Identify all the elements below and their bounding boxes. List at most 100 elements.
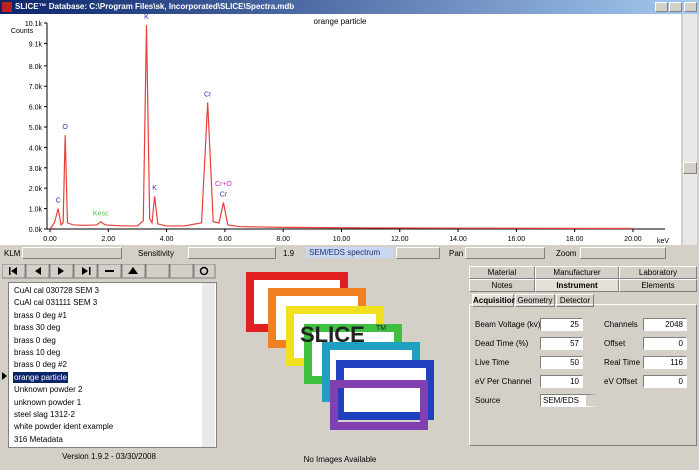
sensitivity-value: 1.9 — [283, 249, 294, 258]
y-tick-label: 6.0k — [29, 105, 43, 112]
version: Version 1.9.2 - 03/30/2008 — [0, 452, 218, 461]
page: {"window": {"title": "SLICE™ Database: C… — [0, 0, 699, 470]
list-item[interactable]: CuAl cal 031111 SEM 3 — [13, 297, 98, 308]
field-label: Real Time — [604, 358, 640, 367]
spectrum-type[interactable]: SEM/EDS spectrum — [306, 247, 393, 258]
peak-label: C — [56, 197, 61, 204]
row-pointer — [2, 372, 7, 380]
list-item[interactable]: vanadium_fiber — [13, 446, 70, 448]
field-value[interactable]: 116 — [643, 356, 687, 369]
field-label: Live Time — [475, 358, 509, 367]
x-tick-label: 10.00 — [333, 236, 351, 243]
field-value[interactable]: 0 — [643, 375, 687, 388]
x-tick-label: 18.00 — [566, 236, 584, 243]
spectrum-chart: orange particle Counts keV 0.0k 1.0k 2.0k 3… — [0, 14, 681, 245]
tab[interactable]: Material — [469, 266, 535, 279]
tab[interactable]: Instrument — [535, 279, 619, 292]
y-tick-label: 0.0k — [29, 227, 43, 234]
tab[interactable]: Geometry — [515, 294, 555, 307]
field-value[interactable]: 0 — [643, 337, 687, 350]
x-tick-label: 14.00 — [449, 236, 467, 243]
close-button[interactable] — [684, 2, 697, 12]
y-tick-label: 9.1k — [29, 41, 43, 48]
x-tick-label: 8.00 — [276, 236, 290, 243]
field-label: eV Offset — [604, 377, 637, 386]
peak-label: O — [62, 124, 68, 131]
peak-label: Kesc — [93, 211, 109, 218]
refresh-button[interactable] — [194, 264, 215, 278]
logo-frame — [340, 364, 430, 416]
y-tick-label: 4.0k — [29, 145, 43, 152]
icon — [89, 267, 91, 275]
tab[interactable]: Acquisition — [472, 294, 514, 307]
list-item[interactable]: 316 Metadata — [13, 434, 64, 445]
field-label: Dead Time (%) — [475, 339, 528, 348]
list-item[interactable]: Unknown powder 2 — [13, 384, 83, 395]
field-value[interactable]: 25 — [540, 318, 583, 331]
klm-scroll[interactable] — [22, 247, 122, 259]
list-item[interactable]: brass 30 deg — [13, 322, 61, 333]
field-value[interactable]: 10 — [540, 375, 583, 388]
list-item-selected[interactable]: orange particle — [13, 372, 68, 383]
y-tick-label: 10.1k — [25, 21, 43, 28]
list-item[interactable]: brass 0 deg #1 — [13, 310, 68, 321]
list-item[interactable]: steel slag 1312-2 — [13, 409, 76, 420]
tab[interactable]: Manufacturer — [535, 266, 619, 279]
x-tick-label: 16.00 — [508, 236, 526, 243]
tab[interactable]: Laboratory — [619, 266, 697, 279]
y-tick-label: 8.0k — [29, 64, 43, 71]
y-axis-label: Counts — [11, 28, 34, 35]
accept-button[interactable] — [146, 264, 169, 278]
icon — [105, 270, 114, 272]
peak-label: Cr+O — [215, 181, 232, 188]
tab[interactable]: Detector — [556, 294, 594, 307]
field-label: Beam Voltage (kv) — [475, 320, 540, 329]
list-item[interactable]: brass 0 deg #2 — [13, 359, 68, 370]
x-tick-label: 20.00 — [624, 236, 642, 243]
title-bar: SLICE™ Database: C:\Program Files\sk, In… — [0, 0, 699, 14]
peak-label: Cr — [220, 191, 228, 198]
minimize-button[interactable] — [655, 2, 668, 12]
sensitivity-label: Sensitivity — [138, 249, 174, 258]
playback-buttons[interactable] — [396, 247, 440, 259]
field-label: Offset — [604, 339, 625, 348]
window-title: SLICE™ Database: C:\Program Files\sk, In… — [15, 2, 294, 11]
scroll-thumb[interactable] — [683, 162, 697, 174]
y-tick-label: 5.0k — [29, 125, 43, 132]
chart-title: orange particle — [314, 17, 367, 26]
sensitivity-scroll[interactable] — [188, 247, 276, 259]
vertical-scrollbar[interactable] — [683, 14, 697, 245]
zoom-scroll[interactable] — [580, 247, 666, 259]
peak-label: K — [144, 14, 149, 21]
tab[interactable]: Notes — [469, 279, 535, 292]
field-value[interactable]: 2048 — [643, 318, 687, 331]
x-tick-label: 2.00 — [101, 236, 115, 243]
list-item[interactable]: brass 0 deg — [13, 335, 57, 346]
list-item[interactable]: CuAl cal 030728 SEM 3 — [13, 285, 100, 296]
logo-tm: TM — [376, 325, 386, 332]
x-tick-label: 12.00 — [391, 236, 409, 243]
cancel-button[interactable] — [170, 264, 193, 278]
tab[interactable]: Elements — [619, 279, 697, 292]
navigation-buttons — [2, 264, 216, 279]
y-tick-label: 3.0k — [29, 166, 43, 173]
peak-label: Cr — [204, 91, 212, 98]
list-item[interactable]: unknown powder 1 — [13, 397, 82, 408]
x-tick-label: 0.00 — [43, 236, 57, 243]
list-item[interactable]: brass 10 deg — [13, 347, 61, 358]
field-value[interactable]: 57 — [540, 337, 583, 350]
pan-scroll[interactable] — [465, 247, 545, 259]
x-tick-label: 4.00 — [160, 236, 174, 243]
x-axis-unit: keV — [657, 238, 669, 245]
list-item[interactable]: white powder ident example — [13, 421, 114, 432]
y-tick-label: 2.0k — [29, 186, 43, 193]
list-scrollbar[interactable] — [202, 283, 215, 447]
images-status: No Images Available — [250, 455, 430, 464]
app: SLICE™ Database: C:\Program Files\sk, In… — [0, 0, 699, 470]
source-select[interactable]: SEM/EDS — [540, 394, 598, 407]
y-tick-label: 1.0k — [29, 207, 43, 214]
field-value[interactable]: 50 — [540, 356, 583, 369]
maximize-button[interactable] — [669, 2, 682, 12]
properties-panel: MaterialManufacturerLaboratory NotesInstr… — [467, 264, 697, 446]
